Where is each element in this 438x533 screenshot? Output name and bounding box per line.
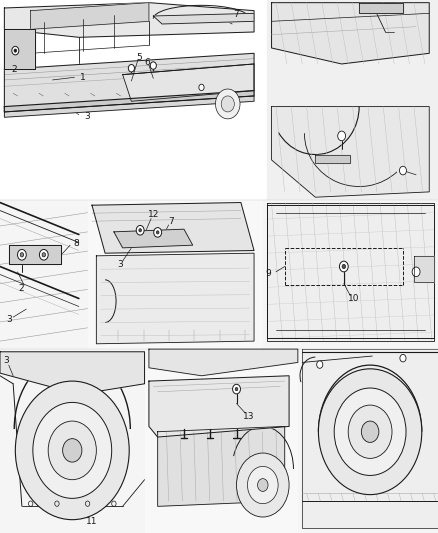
Text: 9: 9 bbox=[266, 269, 272, 278]
Circle shape bbox=[128, 64, 134, 72]
Circle shape bbox=[412, 267, 420, 277]
Polygon shape bbox=[9, 245, 61, 264]
Polygon shape bbox=[158, 426, 285, 506]
Circle shape bbox=[42, 253, 46, 257]
Circle shape bbox=[15, 381, 129, 520]
Polygon shape bbox=[88, 200, 263, 349]
Circle shape bbox=[338, 131, 346, 141]
Circle shape bbox=[233, 384, 240, 394]
Text: 3: 3 bbox=[85, 112, 91, 120]
Polygon shape bbox=[96, 253, 254, 344]
Circle shape bbox=[318, 369, 422, 495]
Polygon shape bbox=[272, 107, 429, 197]
Polygon shape bbox=[4, 96, 254, 117]
Polygon shape bbox=[0, 352, 145, 394]
Circle shape bbox=[12, 46, 19, 55]
Polygon shape bbox=[92, 203, 254, 253]
Polygon shape bbox=[298, 349, 438, 533]
Polygon shape bbox=[145, 349, 298, 533]
Polygon shape bbox=[359, 3, 403, 13]
Text: 5: 5 bbox=[136, 53, 142, 62]
Polygon shape bbox=[263, 200, 438, 349]
Text: 3: 3 bbox=[4, 357, 10, 365]
Polygon shape bbox=[267, 0, 438, 200]
Circle shape bbox=[18, 249, 26, 260]
Polygon shape bbox=[123, 64, 254, 101]
Circle shape bbox=[39, 249, 48, 260]
Text: 3: 3 bbox=[7, 316, 13, 324]
Circle shape bbox=[348, 405, 392, 458]
Polygon shape bbox=[4, 53, 254, 112]
Polygon shape bbox=[0, 349, 145, 533]
Circle shape bbox=[139, 229, 141, 232]
Circle shape bbox=[154, 228, 162, 237]
Circle shape bbox=[221, 96, 234, 112]
Text: 12: 12 bbox=[148, 210, 159, 219]
Circle shape bbox=[334, 388, 406, 475]
Text: 1: 1 bbox=[80, 73, 86, 82]
Circle shape bbox=[33, 402, 112, 498]
Polygon shape bbox=[153, 13, 254, 24]
Text: 4: 4 bbox=[216, 99, 222, 108]
Polygon shape bbox=[149, 349, 298, 376]
Circle shape bbox=[317, 361, 323, 368]
Polygon shape bbox=[4, 3, 254, 37]
Polygon shape bbox=[272, 3, 429, 64]
Circle shape bbox=[199, 84, 204, 91]
Text: 6: 6 bbox=[145, 59, 151, 67]
Circle shape bbox=[136, 225, 144, 235]
Polygon shape bbox=[315, 155, 350, 163]
Circle shape bbox=[20, 253, 24, 257]
Circle shape bbox=[399, 166, 406, 175]
Circle shape bbox=[156, 231, 159, 234]
Text: 13: 13 bbox=[243, 413, 254, 421]
Text: 7: 7 bbox=[168, 217, 174, 225]
Polygon shape bbox=[414, 256, 434, 282]
Text: 2: 2 bbox=[18, 285, 24, 293]
Text: 10: 10 bbox=[348, 294, 360, 303]
Polygon shape bbox=[149, 376, 289, 437]
Text: 3: 3 bbox=[117, 260, 123, 269]
Polygon shape bbox=[0, 200, 88, 349]
Circle shape bbox=[400, 354, 406, 362]
Text: 7: 7 bbox=[233, 11, 240, 19]
Circle shape bbox=[14, 49, 17, 52]
Circle shape bbox=[48, 421, 96, 480]
Polygon shape bbox=[267, 203, 434, 341]
Circle shape bbox=[237, 453, 289, 517]
Polygon shape bbox=[4, 29, 35, 69]
Circle shape bbox=[258, 479, 268, 491]
Polygon shape bbox=[4, 91, 254, 112]
Circle shape bbox=[235, 387, 238, 391]
Polygon shape bbox=[114, 229, 193, 248]
Circle shape bbox=[150, 62, 156, 69]
Circle shape bbox=[215, 89, 240, 119]
Circle shape bbox=[247, 466, 278, 504]
Circle shape bbox=[63, 439, 82, 462]
Polygon shape bbox=[302, 349, 438, 528]
Polygon shape bbox=[31, 3, 149, 29]
Circle shape bbox=[342, 264, 346, 269]
Text: 11: 11 bbox=[86, 517, 98, 526]
Text: 8: 8 bbox=[74, 239, 80, 247]
Circle shape bbox=[361, 421, 379, 442]
Circle shape bbox=[339, 261, 348, 272]
Text: 2: 2 bbox=[11, 65, 17, 74]
